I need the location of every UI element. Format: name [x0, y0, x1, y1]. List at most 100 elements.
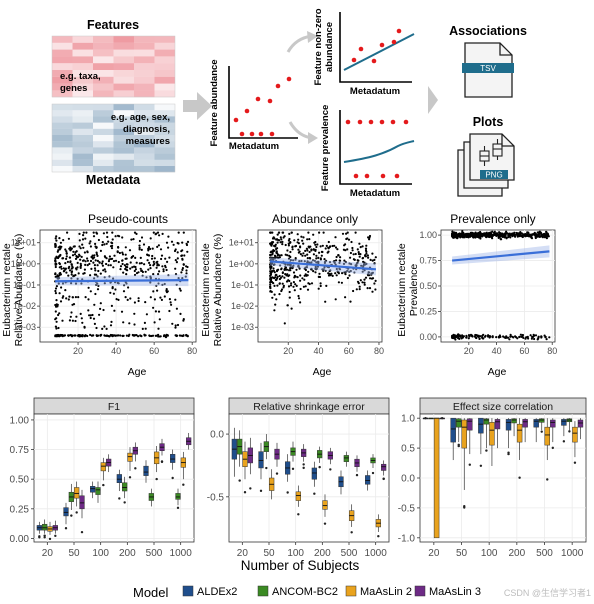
data-point — [100, 262, 104, 265]
data-point — [157, 244, 160, 247]
data-point — [163, 295, 166, 298]
data-point — [133, 231, 137, 234]
data-point — [313, 241, 316, 244]
data-point — [233, 117, 239, 123]
document-icon: TSV — [462, 42, 514, 98]
data-point — [358, 288, 361, 291]
data-point — [84, 296, 87, 299]
plot-area — [33, 413, 195, 543]
box — [295, 491, 301, 501]
data-point — [275, 83, 281, 89]
data-point — [315, 267, 318, 270]
box-ancom-bc2-20 — [428, 417, 434, 420]
outlier — [160, 460, 164, 463]
data-point — [61, 282, 65, 285]
data-point — [71, 334, 74, 337]
heatmap-cell — [154, 116, 175, 123]
data-point — [124, 267, 127, 271]
box-aldex2-50 — [258, 442, 264, 493]
heatmap-cell — [134, 42, 155, 50]
box-maaslin-3-20 — [247, 437, 253, 490]
data-point — [364, 255, 367, 258]
data-point — [94, 242, 97, 245]
data-point — [274, 303, 277, 306]
outlier — [350, 531, 353, 534]
data-point — [110, 320, 113, 323]
y-tick-label: 0.00 — [10, 534, 30, 545]
data-point — [310, 249, 313, 252]
data-point — [142, 243, 146, 246]
outlier — [286, 491, 289, 494]
data-point — [292, 285, 295, 288]
heatmap-cell — [113, 42, 134, 50]
x-tick-label: 20 — [428, 548, 440, 559]
heatmap-cell — [52, 141, 73, 148]
data-point — [134, 268, 137, 271]
data-point — [65, 297, 68, 300]
data-point — [530, 337, 534, 340]
box — [450, 417, 456, 443]
heatmap-cell — [72, 128, 93, 135]
y-tick-label: 1e-02 — [13, 301, 36, 311]
x-tick-label: 20 — [464, 346, 474, 356]
data-point — [292, 271, 296, 274]
data-point — [286, 76, 292, 82]
data-point — [58, 237, 61, 240]
facet-title: Effect size correlation — [453, 401, 553, 413]
box-aldex2-500 — [338, 470, 344, 495]
data-point — [403, 119, 409, 125]
data-point — [474, 234, 477, 237]
data-point — [123, 284, 126, 287]
data-point — [55, 320, 58, 323]
features-note-line1: e.g. taxa, — [60, 71, 101, 82]
x-tick-label: 50 — [68, 548, 80, 559]
data-point — [61, 257, 64, 260]
box-maaslin-3-1000 — [186, 432, 192, 450]
box-ancom-bc2-1000 — [175, 488, 181, 510]
data-point — [504, 236, 508, 239]
data-point — [318, 231, 321, 234]
box-maaslin-2-100 — [295, 485, 301, 516]
data-point — [180, 271, 183, 274]
data-point — [137, 297, 140, 300]
y-tick-label: 1e-03 — [231, 322, 254, 332]
data-point — [374, 288, 377, 291]
data-point — [146, 259, 149, 262]
outlier — [377, 535, 380, 538]
data-point — [472, 232, 475, 235]
data-point — [54, 289, 57, 293]
data-point — [249, 131, 255, 137]
data-point — [306, 288, 310, 291]
data-point — [284, 243, 287, 247]
data-point — [296, 233, 299, 236]
y-tick-label: 0.75 — [419, 256, 437, 266]
data-point — [371, 277, 375, 280]
legend-swatch — [182, 585, 194, 597]
heatmap-cell — [134, 104, 155, 111]
heatmap-cell — [72, 110, 93, 117]
data-point — [109, 257, 113, 261]
heatmap-cell — [72, 36, 93, 43]
abundance-plot: Metadatum Feature abundance — [209, 59, 298, 152]
box-aldex2-500 — [533, 418, 539, 443]
data-point — [174, 334, 177, 337]
box — [467, 418, 473, 431]
data-point — [301, 254, 304, 257]
data-point — [62, 267, 65, 270]
data-point — [94, 269, 97, 272]
data-point — [287, 285, 291, 288]
data-point — [83, 251, 86, 254]
y-tick-label: 0.75 — [10, 445, 30, 456]
data-point — [273, 271, 276, 274]
data-point — [488, 335, 491, 338]
data-point — [154, 334, 157, 337]
data-point — [144, 270, 147, 273]
data-point — [62, 239, 65, 242]
data-point — [73, 253, 77, 256]
data-point — [78, 254, 81, 257]
data-point — [244, 108, 250, 114]
data-point — [89, 316, 92, 320]
data-point — [165, 241, 169, 244]
data-point — [495, 336, 498, 339]
data-point — [84, 263, 87, 266]
